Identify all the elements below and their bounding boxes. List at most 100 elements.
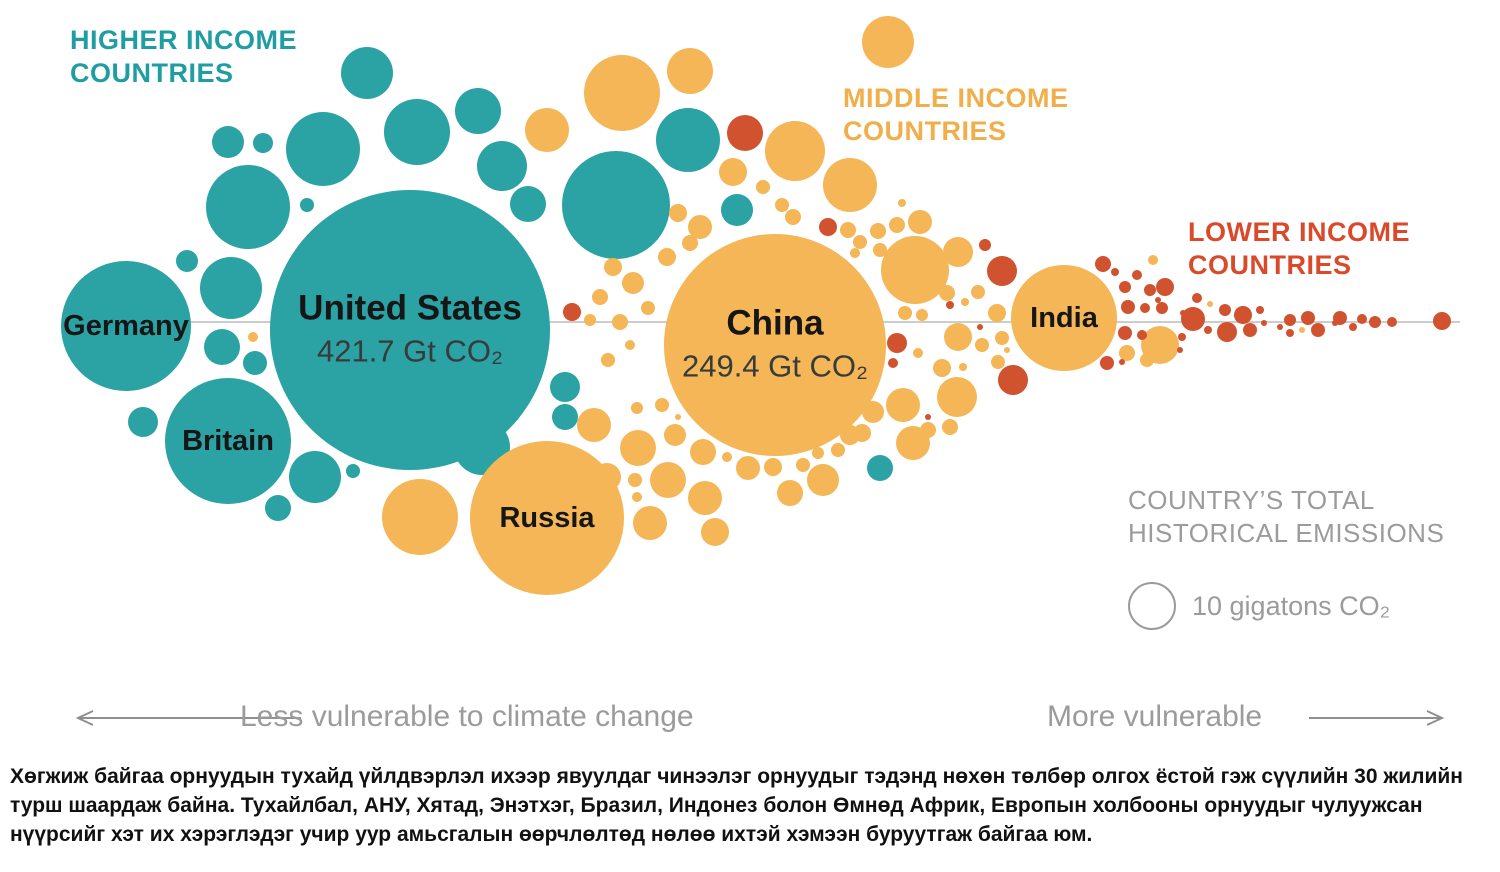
country-bubble (620, 430, 656, 466)
country-bubble (286, 112, 360, 186)
country-bubble (870, 223, 886, 239)
country-bubble (656, 108, 720, 172)
country-bubble (631, 402, 643, 414)
country-bubble (807, 464, 839, 496)
country-bubble-india (1011, 265, 1117, 371)
country-bubble (682, 235, 698, 251)
country-name-russia: Russia (499, 501, 595, 534)
country-bubble (341, 47, 393, 99)
country-bubble (584, 314, 596, 326)
country-bubble (300, 198, 314, 212)
country-bubble (975, 338, 989, 352)
country-bubble (265, 495, 291, 521)
country-bubble (862, 16, 914, 68)
country-name-china: China (726, 303, 824, 343)
country-bubble (384, 99, 450, 165)
country-bubble (1100, 356, 1114, 370)
country-name-united-states: United States (298, 288, 522, 328)
country-bubble (823, 158, 877, 212)
country-bubble (1261, 320, 1267, 326)
size-legend: COUNTRY’S TOTAL HISTORICAL EMISSIONS 10 … (1128, 484, 1444, 630)
country-bubble (831, 443, 845, 457)
country-bubble (1301, 311, 1315, 325)
country-bubble (562, 151, 670, 259)
higher-income-label-line1: HIGHER INCOME (70, 25, 298, 55)
country-bubble (916, 309, 928, 321)
country-bubble (942, 419, 958, 435)
country-bubble (1111, 268, 1119, 276)
country-bubble (1387, 317, 1397, 327)
country-bubble (1256, 306, 1264, 314)
country-bubble (812, 447, 824, 459)
country-bubble (243, 351, 267, 375)
country-bubble (853, 235, 867, 249)
country-bubble (886, 388, 920, 422)
country-bubble (939, 285, 955, 301)
country-bubble (612, 314, 628, 330)
country-bubble (873, 243, 887, 257)
country-bubble (641, 301, 655, 315)
country-bubble (1119, 359, 1125, 365)
country-bubble (736, 456, 760, 480)
country-bubble (819, 218, 837, 236)
country-bubble (1286, 329, 1294, 337)
middle-income-label: MIDDLE INCOME COUNTRIES (843, 82, 1069, 148)
country-bubble (840, 222, 856, 238)
country-bubble (510, 186, 546, 222)
country-bubble (1177, 347, 1183, 353)
country-bubble (253, 133, 273, 153)
country-bubble (908, 210, 932, 234)
country-label-russia: Russia (499, 501, 595, 534)
country-bubble (625, 340, 635, 350)
country-bubble (775, 198, 789, 212)
country-bubble (850, 248, 860, 258)
country-bubble (1217, 322, 1237, 342)
country-bubble (888, 358, 898, 368)
higher-income-label: HIGHER INCOME COUNTRIES (70, 24, 297, 90)
country-name-india: India (1030, 301, 1098, 334)
country-bubble (592, 289, 608, 305)
country-bubble (765, 121, 825, 181)
lower-income-label-line1: LOWER INCOME (1188, 217, 1410, 247)
legend-title-line1: COUNTRY’S TOTAL (1128, 485, 1375, 515)
country-bubble (1207, 301, 1213, 307)
country-bubble (988, 304, 1006, 322)
country-bubble (881, 236, 949, 304)
country-bubble-germany (61, 261, 191, 391)
country-bubble (563, 303, 581, 321)
country-bubble-china (664, 234, 886, 456)
right-arrow-icon (1309, 710, 1445, 726)
country-bubble (628, 473, 642, 487)
country-bubble (1192, 293, 1202, 303)
legend-circle-label: 10 gigatons CO₂ (1192, 590, 1391, 621)
country-bubble (1148, 255, 1158, 265)
country-label-britain: Britain (182, 425, 274, 456)
country-bubble (632, 492, 642, 502)
country-bubble (650, 462, 686, 498)
country-bubble (1243, 323, 1257, 337)
country-bubble (346, 464, 360, 478)
country-bubble (1234, 306, 1252, 324)
country-bubble (1311, 323, 1325, 337)
country-bubble (1178, 333, 1186, 341)
country-bubble (1204, 326, 1212, 334)
country-bubble-russia (470, 441, 624, 595)
country-bubble (1333, 311, 1347, 325)
middle-income-label-line2: COUNTRIES (843, 116, 1007, 146)
country-bubble (690, 439, 716, 465)
country-bubble (176, 250, 198, 272)
country-bubble (128, 407, 158, 437)
country-bubble (721, 194, 753, 226)
country-bubble (248, 332, 258, 342)
country-bubble (1004, 347, 1010, 353)
country-bubble (200, 257, 262, 319)
country-bubble (658, 248, 676, 266)
country-bubble (1219, 304, 1231, 316)
country-bubble (777, 480, 803, 506)
country-bubble (477, 141, 527, 191)
country-bubble (944, 323, 972, 351)
country-bubble (204, 329, 240, 365)
country-bubble (933, 359, 951, 377)
country-bubble (991, 355, 1005, 369)
country-bubble (577, 408, 611, 442)
